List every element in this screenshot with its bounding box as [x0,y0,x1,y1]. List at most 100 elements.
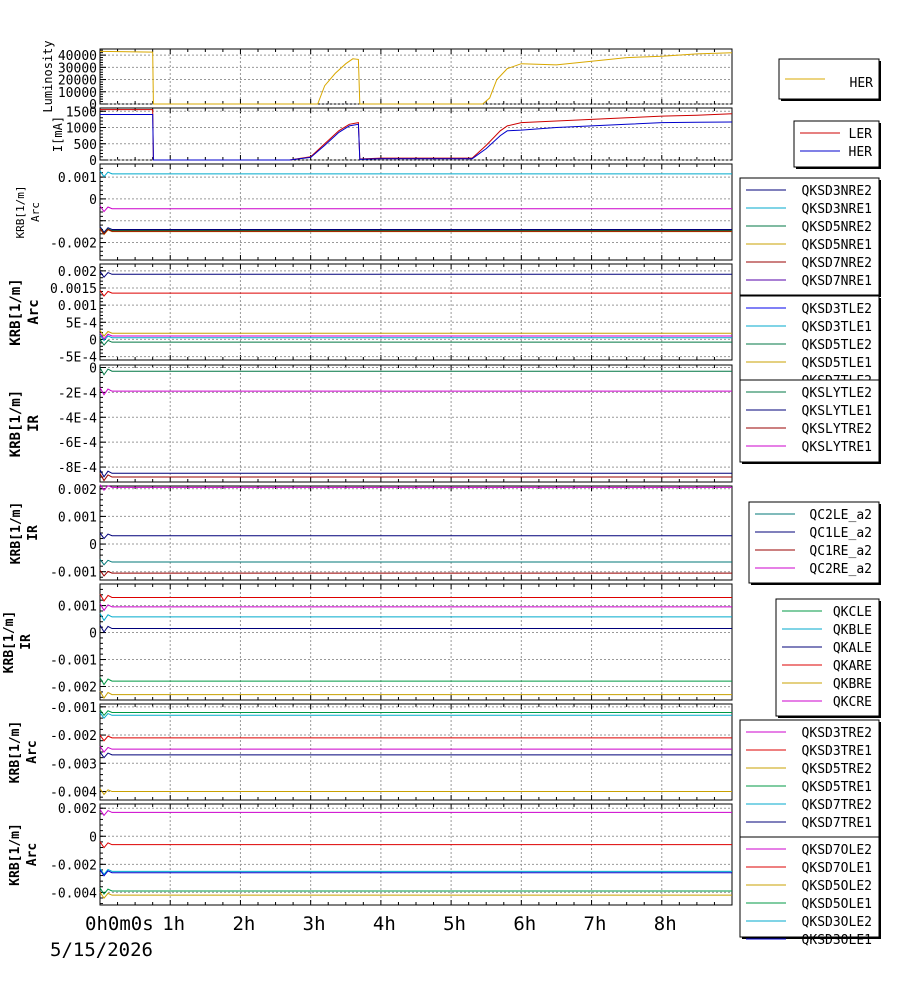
legend-entry: QKSD3TLE2 [802,302,872,317]
series-line-qksd5tre1 [99,709,732,717]
legend-box-1: HER [778,58,881,101]
legend-entry: QKSLYTRE1 [802,440,872,455]
y-tick-label: -0.002 [50,858,97,873]
y-axis-label: KRB[1/m] [8,823,23,886]
y-tick-label: 0.0015 [50,282,97,297]
series-line-qkale [99,624,732,633]
legend-entry: QKSD3NRE1 [802,202,872,217]
y-axis-label: KRB[1/m] [8,278,24,345]
plot-frame [99,107,733,161]
y-tick-label: -0.001 [50,654,97,669]
legend-entry: QKCLE [833,605,872,620]
y-tick-label: -5E-4 [58,351,97,366]
y-tick-label: -0.001 [50,701,97,716]
chart-panel-3: -0.002 0 0.001 KRB[1/m] Arc [14,163,733,261]
series-line-qc2le_a2 [99,558,732,566]
series-line-qksd5tre2 [99,788,732,796]
legend-entry: QKSD7OLE2 [802,843,872,858]
legend-box-6: QC2LE_a2 QC1LE_a2 QC1RE_a2 QC2RE_a2 [748,501,881,585]
time-axis-tick-label: 2h [232,913,255,935]
legend-entry: QKSD5TRE2 [802,762,872,777]
legend-entry: QKSD3TRE1 [802,744,872,759]
y-tick-label: -0.001 [50,566,97,581]
legend-entry: QKSLYTLE2 [802,386,872,401]
plot-frame [99,48,733,105]
legend-entry: QKSD7NRE1 [802,274,872,289]
y-tick-label: 5E-4 [66,316,97,331]
y-tick-label: -6E-4 [58,436,97,451]
series-line-qksd7tle2 [99,289,732,297]
plot-frame [99,364,733,483]
y-axis-label-secondary: Arc [29,202,42,222]
y-tick-label: 30000 [58,61,97,76]
y-tick-label: 10000 [58,86,97,101]
chart-panel-8: -0.004 -0.003 -0.002 -0.001 KRB[1/m] Arc [8,701,733,801]
series-line-qkcle [99,677,732,686]
legend-frame [739,836,880,938]
plot-frame [99,163,733,261]
y-tick-label: 0.001 [58,299,97,314]
y-axis-label: KRB[1/m] [14,186,27,239]
date-label: 5/15/2026 [50,939,153,961]
y-tick-label: 0 [89,361,97,376]
legend-frame [775,598,880,717]
legend-frame [748,501,880,584]
plot-frame [99,583,733,701]
y-tick-label: 0 [89,538,97,553]
legend-entry: QKSD7NRE2 [802,256,872,271]
y-axis-label-secondary: Arc [26,299,42,324]
legend-entry: QKBLE [833,623,872,638]
legend-entry: QKSD7TRE1 [802,816,872,831]
legend-entry: QKSD5TLE2 [802,338,872,353]
y-axis-label-secondary: IR [26,525,41,541]
legend-frame [739,379,880,463]
series-line-qksd7ole1 [99,841,732,849]
series-line-qc1le_a2 [99,532,732,540]
y-axis-label-secondary: Arc [25,740,40,763]
y-tick-label: 0 [89,333,97,348]
y-tick-label: 0.001 [58,171,97,186]
y-axis-label: Luminosity [41,40,55,112]
series-line-qkble [99,613,732,622]
y-tick-label: -8E-4 [58,461,97,476]
chart-panel-5: -8E-4 -6E-4 -4E-4 -2E-4 0 KRB[1/m] IR [8,361,733,483]
y-axis-label-secondary: Arc [25,843,40,866]
legend-entry: QKALE [833,641,872,656]
legend-box-7: QKCLE QKBLE QKALE QKARE QKBRE QKCRE [775,598,881,718]
y-tick-label: 40000 [58,49,97,64]
series-line-qksd3ole1 [99,869,732,877]
legend-frame [739,177,880,296]
series-line-qksd7tre1 [99,751,732,759]
y-tick-label: -0.002 [50,237,97,252]
legend-entry: QC1RE_a2 [809,544,872,559]
y-tick-label: -0.003 [50,757,97,772]
legend-entry: QC2RE_a2 [809,562,872,577]
series-line-qkslytle2 [99,367,732,376]
series-line-qksd5tle1 [99,330,732,337]
chart-panel-6: -0.001 0 0.001 0.002 KRB[1/m] IR [9,483,733,581]
legend-entry: QKSD3OLE1 [802,933,872,948]
y-tick-label: 0 [89,154,97,169]
y-tick-label: -0.002 [50,729,97,744]
legend-entry: QC2LE_a2 [809,508,872,523]
legend-entry: LER [849,127,873,142]
y-tick-label: 0.002 [58,802,97,817]
series-line-qksd3tre1 [99,734,732,742]
legend-entry: QKSD7OLE1 [802,861,872,876]
series-line-qc1re_a2 [99,569,732,577]
legend-box-9: QKSD7OLE2 QKSD7OLE1 QKSD5OLE2 QKSD5OLE1 QKSD… [739,836,881,948]
time-axis-tick-label: 6h [513,913,536,935]
y-axis-label: I[mA] [51,116,65,152]
series-line-qksd3tle2 [99,271,732,278]
time-axis-tick-label: 3h [303,913,326,935]
series-line-qkbre [99,690,732,700]
legend-box-5: QKSLYTLE2 QKSLYTLE1 QKSLYTRE2 QKSLYTRE1 [739,379,881,464]
y-tick-label: 0 [89,627,97,642]
legend-entry: QKBRE [833,677,872,692]
y-axis-label: KRB[1/m] [9,502,24,565]
y-tick-label: 0.001 [58,510,97,525]
y-tick-label: 500 [74,138,97,153]
series-line-qksd3nre1 [99,170,732,178]
